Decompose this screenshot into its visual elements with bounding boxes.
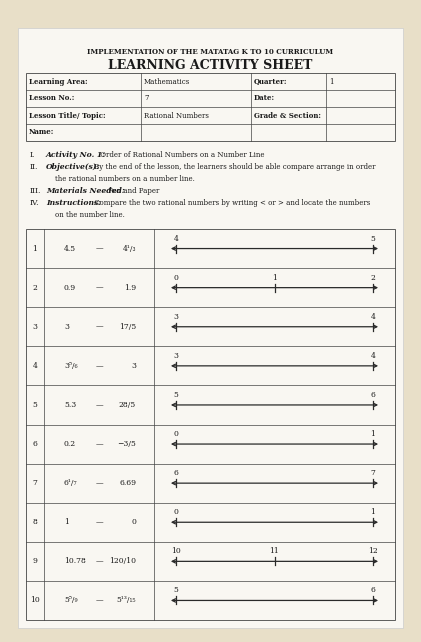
Text: —: — [95,362,103,370]
Text: 28/5: 28/5 [119,401,136,409]
Text: I.: I. [30,151,35,159]
Text: 5: 5 [173,391,179,399]
Text: 5.3: 5.3 [64,401,76,409]
Text: —: — [95,518,103,526]
Text: 1: 1 [272,273,277,282]
Text: —: — [95,323,103,331]
Text: Quarter:: Quarter: [254,78,288,85]
Text: 0: 0 [173,508,179,516]
Text: 7: 7 [144,94,149,103]
Text: Date:: Date: [254,94,275,103]
Text: 0: 0 [173,430,179,438]
Text: 6¹/₇: 6¹/₇ [64,479,77,487]
Text: 10.78: 10.78 [64,557,86,566]
Text: 1: 1 [32,245,37,252]
Text: on the number line.: on the number line. [46,211,125,219]
Text: 4: 4 [370,352,376,360]
Text: Lesson Title/ Topic:: Lesson Title/ Topic: [29,112,106,119]
Text: 8: 8 [32,518,37,526]
Text: —: — [95,284,103,291]
Text: 5: 5 [370,234,376,243]
Text: Learning Area:: Learning Area: [29,78,88,85]
Text: 5: 5 [32,401,37,409]
Text: —: — [95,440,103,448]
Text: —: — [95,596,103,605]
Text: 0: 0 [131,518,136,526]
Text: 3: 3 [32,323,37,331]
Text: Pen and Paper: Pen and Paper [106,187,159,195]
Text: By the end of the lesson, the learners should be able compare arrange in order: By the end of the lesson, the learners s… [91,163,375,171]
Text: 6.69: 6.69 [119,479,136,487]
Text: IMPLEMENTATION OF THE MATATAG K TO 10 CURRICULUM: IMPLEMENTATION OF THE MATATAG K TO 10 CU… [88,48,333,56]
Text: 6: 6 [32,440,37,448]
Text: Compare the two rational numbers by writing < or > and locate the numbers: Compare the two rational numbers by writ… [91,199,370,207]
Text: —: — [95,401,103,409]
Text: Activity No. 1:: Activity No. 1: [46,151,106,159]
Text: Materials Needed:: Materials Needed: [46,187,125,195]
Text: 4: 4 [370,313,376,321]
Text: 1: 1 [329,78,333,85]
Text: 17/5: 17/5 [119,323,136,331]
Text: 5⁵/₉: 5⁵/₉ [64,596,77,605]
Bar [26,229,395,620]
Text: 9: 9 [32,557,37,566]
Text: Grade & Section:: Grade & Section: [254,112,321,119]
Text: Name:: Name: [29,128,54,137]
Text: 3⁵/₆: 3⁵/₆ [64,362,77,370]
Text: Objective(s):: Objective(s): [46,163,100,171]
Text: 6: 6 [370,586,376,594]
Text: 7: 7 [370,469,376,477]
Text: 4.5: 4.5 [64,245,76,252]
Text: 1.9: 1.9 [124,284,136,291]
Text: 120/10: 120/10 [109,557,136,566]
Text: II.: II. [30,163,38,171]
Text: Order of Rational Numbers on a Number Line: Order of Rational Numbers on a Number Li… [99,151,265,159]
Text: 11: 11 [269,548,280,555]
Text: 12: 12 [368,548,378,555]
Text: −3/5: −3/5 [117,440,136,448]
Text: 3: 3 [64,323,69,331]
Text: 6: 6 [370,391,376,399]
Text: IV.: IV. [30,199,40,207]
Text: 4: 4 [173,234,179,243]
Text: 4: 4 [32,362,37,370]
Text: 3: 3 [173,352,179,360]
Text: Rational Numbers: Rational Numbers [144,112,209,119]
Text: 0: 0 [173,273,179,282]
Text: 4¹/₃: 4¹/₃ [123,245,136,252]
Text: LEARNING ACTIVITY SHEET: LEARNING ACTIVITY SHEET [108,59,313,72]
Text: Mathematics: Mathematics [144,78,190,85]
Text: 1: 1 [370,508,376,516]
Text: 1: 1 [370,430,376,438]
Bar [26,73,395,141]
Text: Lesson No.:: Lesson No.: [29,94,75,103]
Text: Instructions:: Instructions: [46,199,101,207]
Text: 5: 5 [173,586,179,594]
Text: III.: III. [30,187,41,195]
Text: —: — [95,479,103,487]
Text: —: — [95,245,103,252]
Text: 0.2: 0.2 [64,440,76,448]
Text: 10: 10 [171,548,181,555]
Text: 3: 3 [173,313,179,321]
Text: 10: 10 [30,596,40,605]
Text: —: — [95,557,103,566]
Text: 7: 7 [32,479,37,487]
Text: 2: 2 [32,284,37,291]
Text: 1: 1 [64,518,69,526]
Text: 6: 6 [173,469,179,477]
Text: 2: 2 [370,273,376,282]
Text: 3: 3 [131,362,136,370]
Text: the rational numbers on a number line.: the rational numbers on a number line. [46,175,195,183]
Text: 0.9: 0.9 [64,284,76,291]
Text: 5¹³/₁₅: 5¹³/₁₅ [117,596,136,605]
